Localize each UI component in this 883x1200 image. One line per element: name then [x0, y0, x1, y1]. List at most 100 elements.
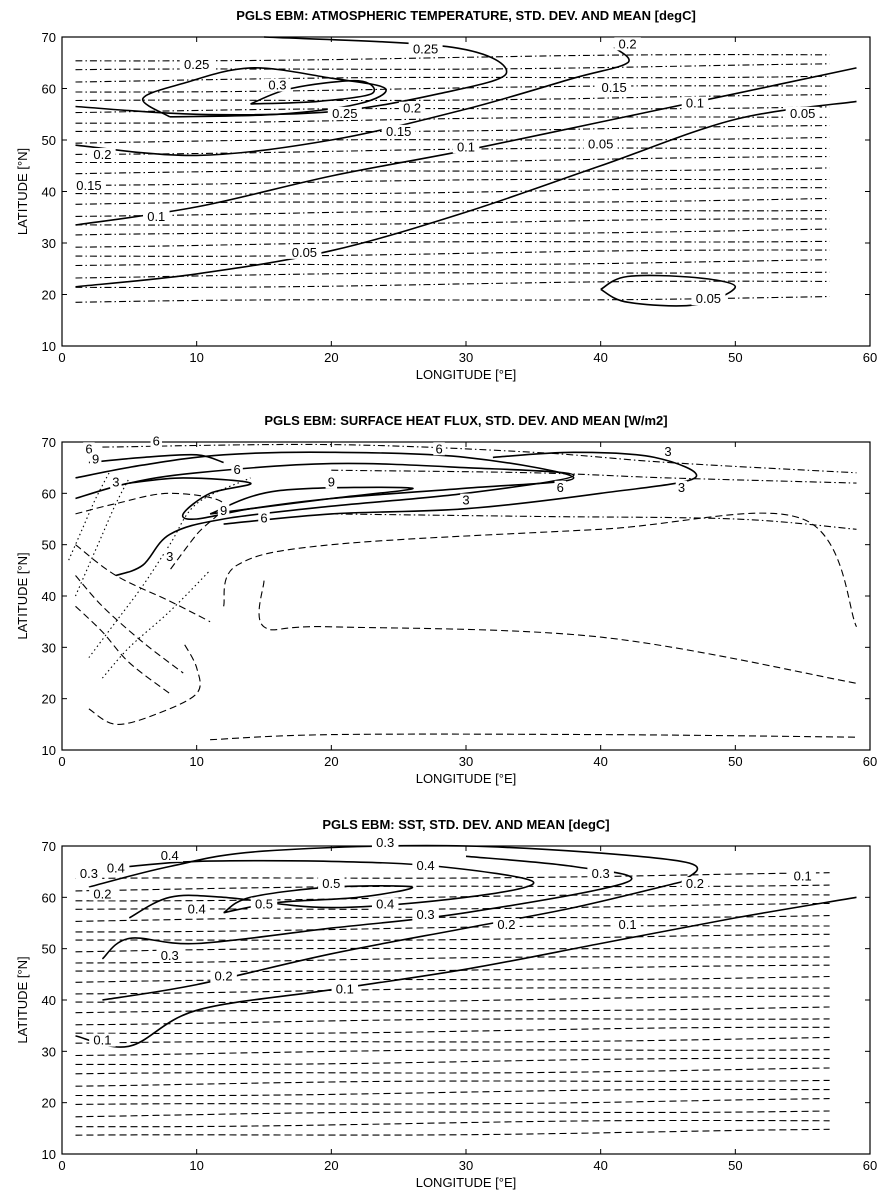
contour-label: 0.2 — [93, 147, 111, 162]
mean-contour-line — [75, 167, 830, 175]
contour-label: 0.15 — [76, 178, 101, 193]
mean-contour-line — [75, 1128, 830, 1136]
contour-label: 0.2 — [403, 101, 421, 116]
contour-label: 0.3 — [161, 948, 179, 963]
mean-contour-line — [75, 1026, 830, 1035]
plot-frame — [61, 845, 871, 1155]
contour-label-bg — [614, 918, 641, 932]
contour-label-bg — [331, 982, 359, 996]
contour-label-bg — [412, 907, 439, 921]
mean-contour-line — [75, 1088, 830, 1097]
mean-contour-line — [75, 271, 830, 279]
contour-label-bg — [89, 452, 102, 466]
mean-contour-line — [75, 1110, 830, 1118]
contour-label: 0.5 — [255, 897, 273, 912]
contour-label-bg — [163, 550, 176, 564]
x-tick-label: 0 — [58, 754, 65, 769]
contour-label-bg — [231, 462, 243, 476]
mean-contour-line — [75, 136, 830, 144]
mean-contour-line — [102, 443, 857, 474]
x-tick-label: 60 — [863, 754, 877, 769]
contour-label-bg — [71, 178, 106, 192]
contour-label-bg — [102, 861, 130, 875]
mean-contour-line — [75, 106, 830, 114]
stddev-contour-line — [209, 486, 414, 515]
contour-label-bg — [493, 918, 520, 932]
mean-contour-line — [75, 85, 830, 93]
contour-label: 0.2 — [93, 886, 111, 901]
y-tick-label: 50 — [42, 538, 56, 553]
mean-contour-line — [75, 75, 830, 83]
contour-label-bg — [614, 37, 641, 51]
mean-contour-line — [75, 1049, 830, 1057]
mean-contour-line — [75, 218, 830, 226]
contour-label: 0.1 — [93, 1033, 111, 1048]
contour-label-bg — [143, 209, 170, 223]
y-tick-label: 60 — [42, 890, 56, 905]
mean-contour-line — [75, 228, 830, 236]
x-tick-label: 40 — [593, 754, 607, 769]
mean-contour-line — [75, 187, 830, 195]
y-tick-label: 60 — [42, 82, 56, 97]
stddev-contour-line — [75, 100, 857, 288]
chart-panel-3: PGLS EBM: SST, STD. DEV. AND MEAN [degC]… — [15, 817, 877, 1190]
mean-contour-line — [74, 477, 130, 597]
contour-label: 3 — [664, 444, 671, 459]
contour-label: 0.2 — [215, 968, 233, 983]
x-tick-label: 60 — [863, 350, 877, 365]
stddev-contour-line — [128, 859, 535, 919]
mean-contour-line — [75, 915, 830, 922]
mean-contour-line — [75, 147, 830, 155]
mean-contour-line — [75, 1079, 830, 1087]
contour-label: 0.05 — [588, 137, 613, 152]
mean-contour-line — [75, 987, 830, 995]
contour-label-bg — [156, 948, 183, 962]
x-tick-label: 10 — [189, 350, 203, 365]
contour-label-bg — [785, 106, 820, 120]
contour-label-bg — [89, 887, 116, 901]
contour-label-bg — [452, 140, 480, 154]
contour-label: 3 — [462, 493, 469, 508]
mean-contour-line — [75, 575, 184, 674]
y-tick-label: 40 — [42, 993, 56, 1008]
contour-label: 0.2 — [497, 917, 515, 932]
mean-contour-line — [331, 513, 857, 530]
contour-label-bg — [681, 877, 709, 891]
x-tick-label: 40 — [593, 350, 607, 365]
mean-contour-line — [75, 964, 830, 972]
chart-title: PGLS EBM: SST, STD. DEV. AND MEAN [degC] — [322, 817, 609, 832]
x-tick-label: 10 — [189, 754, 203, 769]
contour-label: 0.4 — [161, 848, 179, 863]
mean-contour-line — [101, 569, 211, 679]
contour-label-bg — [250, 897, 278, 911]
contour-label: 0.1 — [147, 209, 165, 224]
contour-label: 6 — [153, 434, 160, 449]
x-tick-label: 40 — [593, 1158, 607, 1173]
contour-label: 6 — [85, 441, 92, 456]
contour-label: 0.3 — [592, 866, 610, 881]
contour-label-bg — [318, 877, 345, 891]
contour-label: 0.4 — [188, 902, 206, 917]
contour-layer: 0.25 0.3 0.25 0.2 0.15 0.1 0.05 0.25 0.2 0.15 0.1 0… — [71, 36, 857, 307]
mean-contour-line — [75, 125, 830, 133]
contour-label-bg — [89, 1033, 116, 1047]
contour-label-bg — [89, 148, 116, 162]
y-axis-label: LATITUDE [°N] — [15, 956, 30, 1043]
contour-label-bg — [327, 106, 362, 120]
contour-label: 0.1 — [619, 917, 637, 932]
x-axis-label: LONGITUDE [°E] — [416, 367, 517, 382]
chart-title: PGLS EBM: SURFACE HEAT FLUX, STD. DEV. A… — [264, 413, 667, 428]
contour-label-bg — [217, 503, 230, 517]
contour-label-bg — [83, 442, 95, 456]
x-tick-label: 0 — [58, 1158, 65, 1173]
mean-contour-line — [75, 54, 830, 62]
contour-label-bg — [179, 57, 214, 71]
contour-label: 0.1 — [336, 981, 354, 996]
contour-label: 0.4 — [417, 858, 435, 873]
mean-contour-line — [75, 1098, 830, 1105]
x-tick-label: 0 — [58, 350, 65, 365]
mean-contour-line — [75, 1119, 830, 1128]
stddev-contour-line — [600, 274, 737, 307]
y-tick-label: 60 — [42, 486, 56, 501]
